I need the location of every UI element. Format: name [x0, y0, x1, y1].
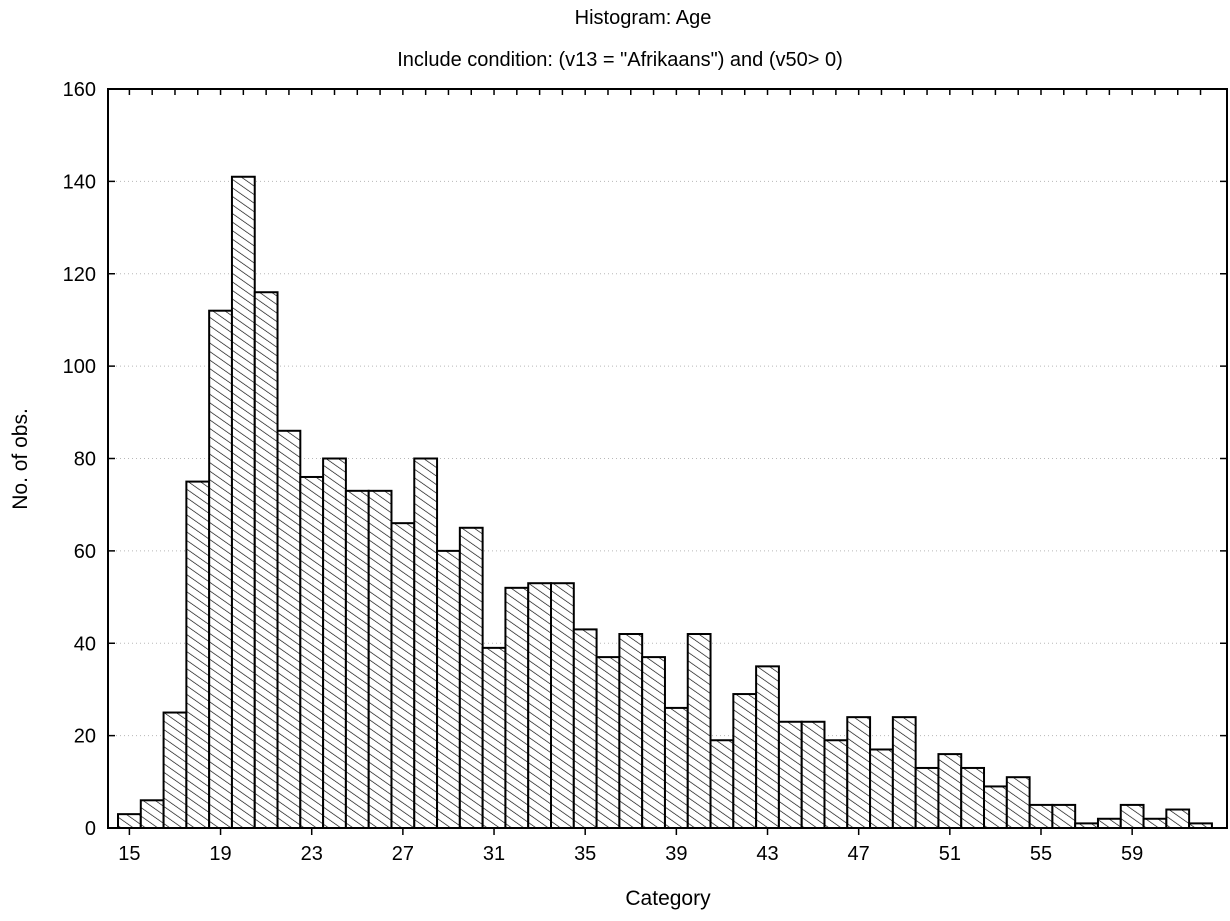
bar [208, 309, 233, 829]
bar [937, 753, 963, 829]
bar [1028, 803, 1054, 829]
bar [755, 665, 780, 829]
bar [846, 716, 872, 830]
grid-lines [108, 180, 1227, 737]
y-tick-label: 100 [63, 356, 96, 378]
y-axis-label: No. of obs. [9, 408, 32, 510]
bar [641, 656, 666, 830]
bar [800, 720, 826, 829]
y-tick-label: 80 [74, 449, 96, 471]
x-tick-label: 15 [118, 843, 140, 865]
y-tick-label: 120 [63, 264, 96, 286]
bar [618, 633, 644, 830]
bar [869, 748, 894, 830]
y-tick-label: 60 [74, 541, 96, 563]
bar [413, 457, 439, 829]
bar [960, 766, 986, 829]
x-axis-ticks: 15 19 23 27 31 35 39 43 47 51 55 59 [118, 89, 1202, 865]
y-tick-label: 20 [74, 726, 96, 748]
bar [1142, 817, 1168, 830]
x-tick-label: 39 [665, 843, 687, 865]
bar [732, 693, 758, 830]
bar [1119, 803, 1145, 829]
x-tick-label: 51 [939, 843, 961, 865]
bar [253, 291, 279, 830]
bar [823, 739, 849, 830]
y-tick-label: 40 [74, 633, 96, 655]
y-tick-label: 160 [63, 79, 96, 101]
y-tick-label: 140 [63, 171, 96, 193]
x-tick-label: 43 [756, 843, 778, 865]
y-axis-ticks: 0 20 40 60 80 100 120 140 160 [63, 79, 1227, 840]
bar [139, 799, 165, 829]
bar [322, 457, 347, 829]
bar [983, 785, 1008, 830]
x-tick-label: 35 [574, 843, 596, 865]
x-tick-label: 59 [1121, 843, 1143, 865]
bar [230, 175, 256, 830]
chart-title: Histogram: Age [575, 7, 712, 29]
bar [1005, 776, 1031, 829]
plot-frame [107, 88, 1228, 829]
bar [1165, 808, 1191, 830]
bar [344, 489, 370, 829]
bar [458, 526, 484, 829]
bar [527, 582, 553, 829]
bar [436, 549, 461, 829]
bar [663, 706, 689, 829]
bar [891, 716, 917, 830]
y-tick-label: 0 [85, 818, 96, 840]
x-tick-label: 31 [483, 843, 505, 865]
bar [185, 480, 211, 829]
bar [276, 429, 302, 829]
bar [481, 646, 507, 830]
bar [390, 522, 416, 829]
bar [914, 766, 940, 829]
bar [777, 720, 803, 829]
x-tick-label: 27 [392, 843, 414, 865]
bar [1096, 817, 1122, 830]
bars [117, 175, 1213, 830]
bar [1051, 803, 1077, 829]
bar [367, 489, 393, 829]
bar [162, 711, 188, 829]
x-tick-label: 55 [1030, 843, 1052, 865]
bar [595, 656, 621, 830]
bar [709, 739, 735, 830]
bar [550, 582, 575, 829]
x-tick-label: 47 [848, 843, 870, 865]
bar [299, 475, 325, 829]
chart-subtitle: Include condition: (v13 = "Afrikaans") a… [397, 49, 843, 71]
x-axis-label: Category [625, 887, 711, 910]
bar [504, 586, 530, 830]
bar [117, 813, 142, 829]
x-tick-label: 19 [209, 843, 231, 865]
bar [572, 628, 598, 829]
bar [686, 633, 712, 830]
x-tick-label: 23 [301, 843, 323, 865]
